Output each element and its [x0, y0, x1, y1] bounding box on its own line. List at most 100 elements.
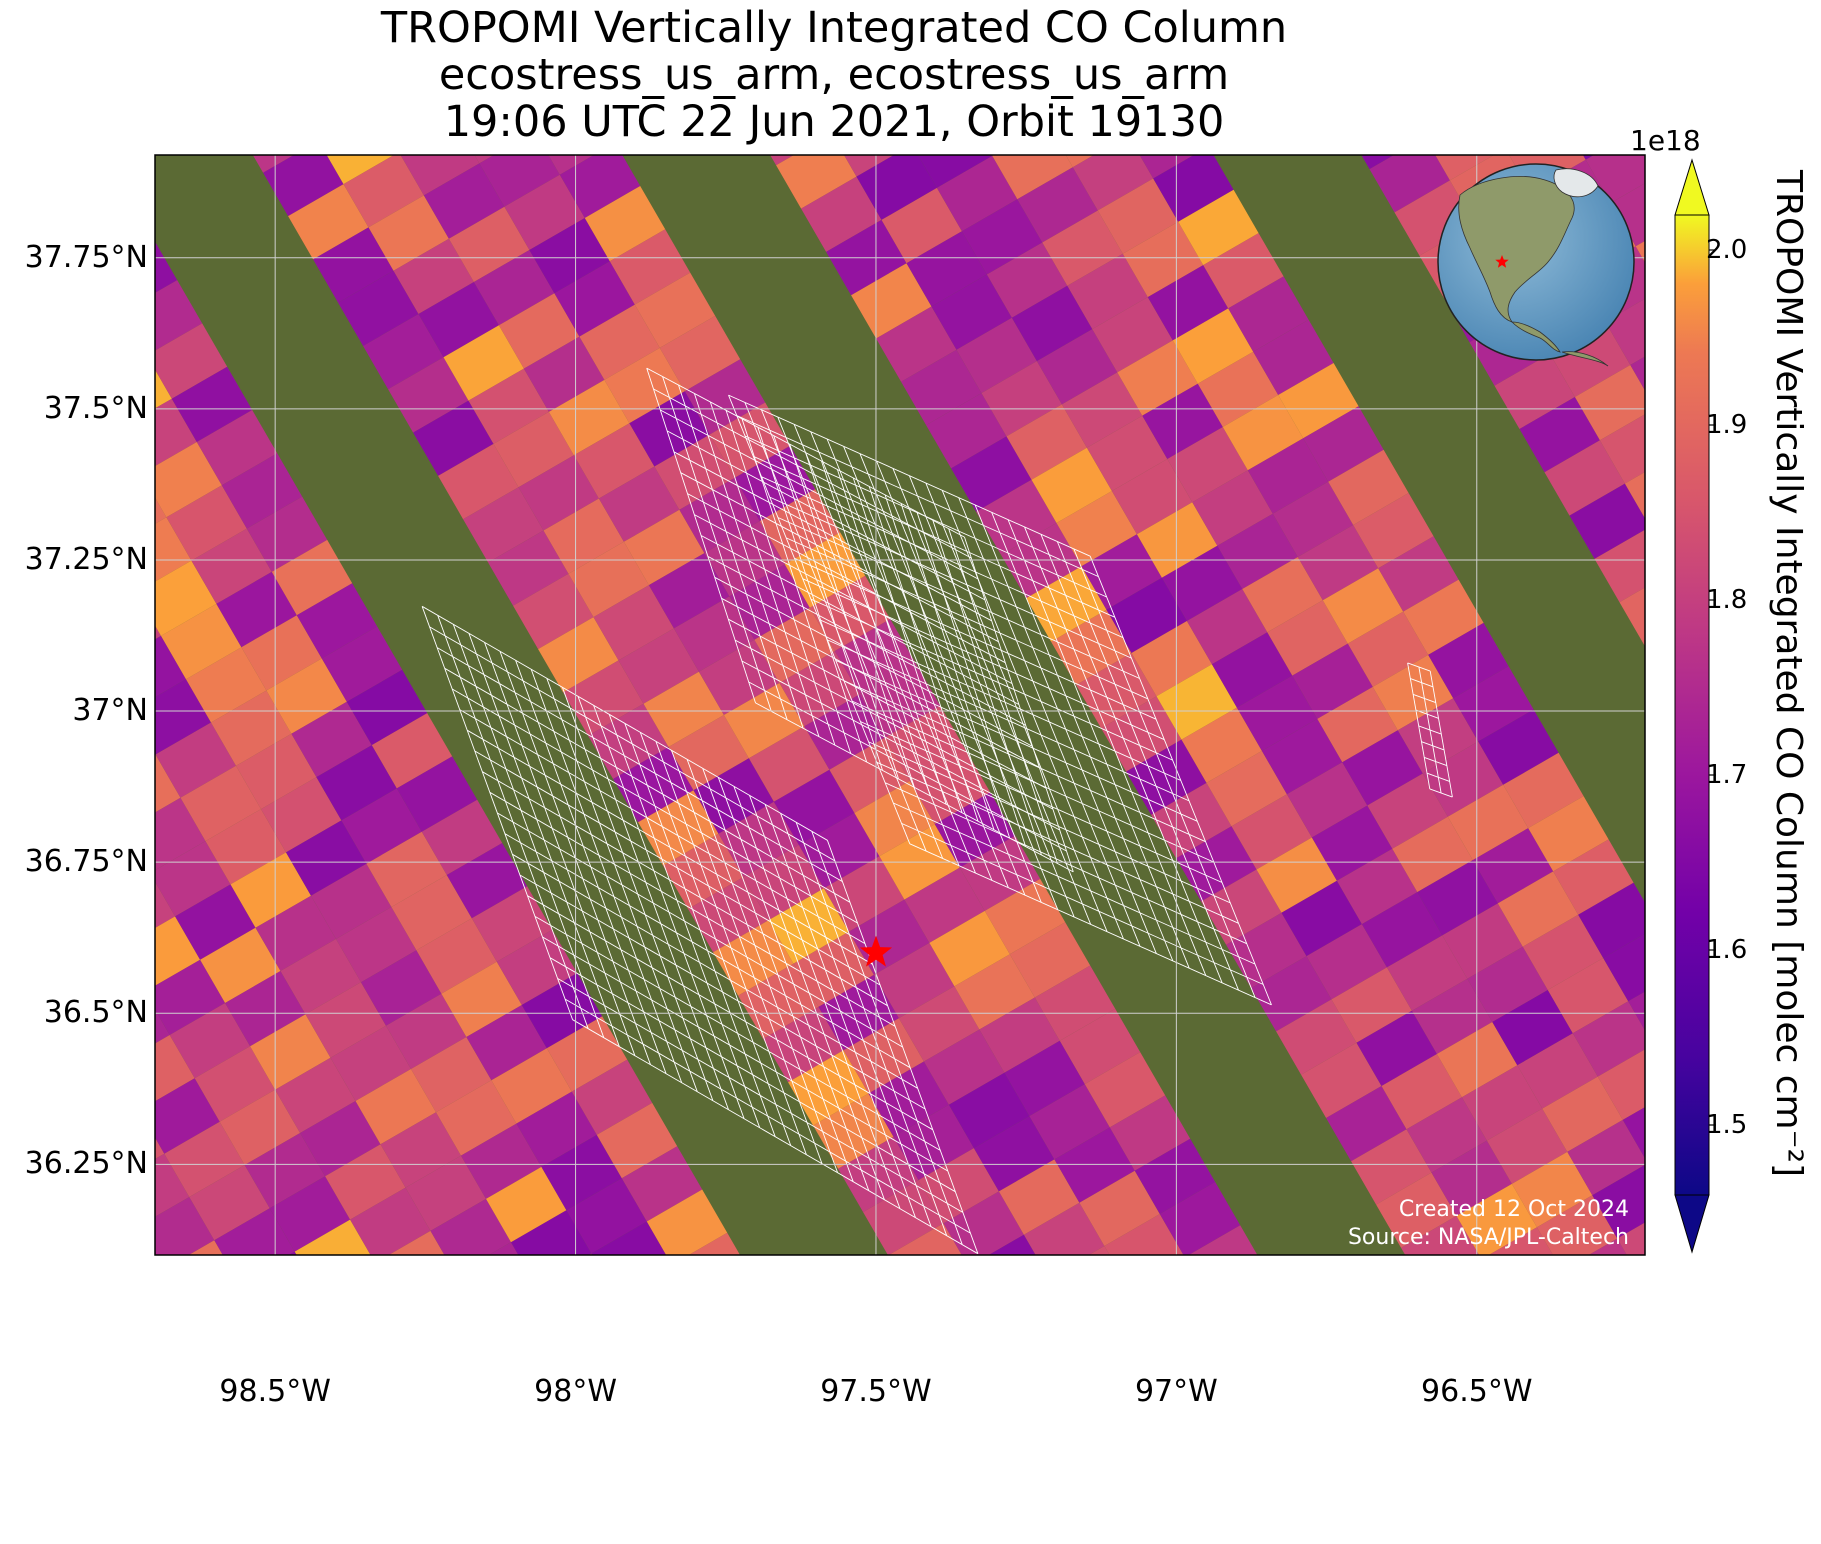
co-pixel	[1253, 319, 1334, 395]
co-pixel	[1367, 773, 1448, 849]
co-pixel	[61, 431, 141, 506]
co-pixel	[1401, 1215, 1480, 1255]
co-pixel	[338, 270, 419, 346]
co-pixel	[388, 1230, 445, 1255]
co-pixel	[1074, 1289, 1155, 1364]
co-pixel	[1328, 449, 1409, 525]
co-pixel	[296, 583, 378, 659]
co-pixel	[78, 1229, 158, 1304]
co-pixel	[1286, 762, 1368, 838]
co-pixel	[618, 628, 699, 704]
co-pixel	[1153, 155, 1234, 222]
co-pixel	[588, 1253, 593, 1255]
co-pixel	[873, 942, 955, 1019]
co-pixel	[230, 852, 311, 928]
co-pixel	[723, 683, 805, 759]
co-pixel	[898, 986, 980, 1062]
co-pixel	[1247, 438, 1329, 514]
co-pixel	[563, 660, 644, 736]
co-pixel	[1136, 502, 1218, 578]
co-pixel	[1084, 1052, 1166, 1128]
co-pixel	[236, 733, 317, 810]
co-pixel	[1320, 51, 1400, 126]
map-gridlines	[155, 155, 1645, 1255]
co-pixel	[1503, 752, 1584, 829]
co-pixel	[155, 560, 217, 636]
co-pixel	[466, 1005, 547, 1081]
co-pixel	[194, 1046, 276, 1122]
co-pixel	[155, 323, 228, 399]
co-pixel	[648, 553, 730, 629]
co-pixel	[1435, 155, 1494, 181]
co-pixel	[823, 856, 905, 932]
co-pixel	[1176, 826, 1257, 902]
co-pixel	[155, 442, 222, 518]
co-pixel	[1461, 1065, 1543, 1141]
co-pixel	[1536, 1195, 1618, 1255]
co-pixel	[981, 361, 1062, 437]
co-pixel	[1697, 64, 1777, 139]
co-pixel	[1210, 1269, 1290, 1344]
co-pixel	[566, 1178, 647, 1254]
colorbar-tick-label: 2.0	[1706, 235, 1748, 265]
co-pixel	[1111, 459, 1193, 535]
co-pixel	[559, 155, 641, 218]
co-pixel	[917, 155, 993, 188]
co-pixel	[954, 954, 1035, 1030]
co-pixel	[1667, 1293, 1748, 1368]
co-pixel	[1181, 707, 1262, 783]
co-pixel	[838, 1136, 919, 1213]
co-pixel	[396, 756, 478, 832]
co-pixel	[155, 916, 201, 986]
co-pixel	[441, 961, 522, 1037]
co-pixel	[416, 918, 497, 994]
co-pixel	[175, 884, 256, 960]
co-pixel	[368, 195, 449, 271]
co-pixel	[1161, 545, 1243, 621]
co-pixel	[759, 489, 841, 565]
co-pixel	[205, 809, 286, 885]
co-pixel	[1276, 999, 1357, 1075]
co-pixel	[155, 497, 167, 524]
colorbar	[1674, 158, 1716, 1254]
co-pixel	[436, 1080, 517, 1156]
co-pixel	[471, 886, 553, 962]
co-pixel	[1326, 1086, 1407, 1162]
co-pixel	[350, 1187, 431, 1255]
co-pixel	[1131, 621, 1212, 697]
co-pixel	[169, 1003, 251, 1079]
co-pixel	[1376, 1172, 1457, 1248]
globe-north-america	[1458, 176, 1575, 323]
co-pixel	[973, 1116, 1055, 1192]
co-pixel	[807, 58, 887, 133]
co-pixel	[461, 1123, 542, 1199]
co-pixel	[288, 184, 369, 260]
co-pixel	[244, 1133, 326, 1209]
co-pixel	[1572, 1001, 1645, 1077]
co-pixel	[984, 878, 1066, 955]
co-pixel	[1361, 892, 1443, 968]
co-pixel	[951, 436, 1032, 512]
co-pixel	[1178, 189, 1259, 266]
co-pixel	[801, 176, 882, 252]
co-pixel	[776, 155, 857, 209]
co-pixel	[184, 1284, 264, 1359]
co-pixel	[862, 26, 942, 101]
co-pixel	[798, 813, 880, 889]
co-pixel	[688, 877, 769, 953]
co-pixel	[1528, 796, 1609, 872]
co-pixel	[155, 1153, 190, 1217]
co-pixel	[1585, 155, 1645, 203]
co-pixel	[548, 379, 630, 456]
co-pixel	[604, 347, 685, 424]
co-pixel	[863, 1180, 944, 1255]
co-pixel	[994, 1278, 1074, 1353]
co-pixel	[1172, 308, 1254, 384]
co-pixel	[316, 745, 397, 821]
co-pixel	[793, 931, 874, 1007]
co-pixel	[418, 282, 499, 358]
co-pixel	[488, 530, 569, 606]
co-pixel	[291, 701, 372, 778]
co-pixel	[423, 163, 505, 239]
co-pixel	[1278, 363, 1359, 439]
